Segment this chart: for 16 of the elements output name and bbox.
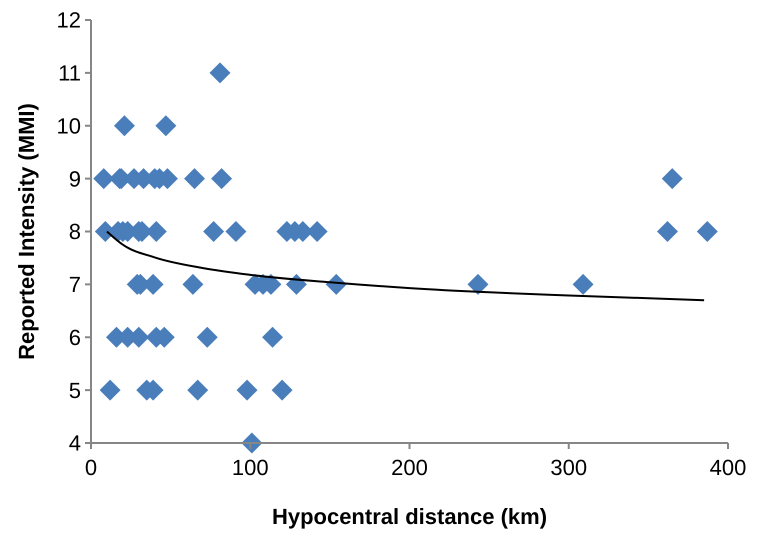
x-tick-label: 0 (84, 455, 98, 480)
y-tick-label: 8 (68, 219, 81, 244)
y-tick-label: 6 (68, 324, 81, 350)
y-tick-label: 7 (68, 272, 81, 298)
y-tick-label: 4 (68, 430, 81, 456)
y-tick-label: 11 (58, 60, 81, 86)
y-tick-label: 9 (68, 166, 81, 192)
y-tick-label: 10 (56, 113, 81, 138)
y-tick-label: 5 (68, 378, 81, 403)
x-axis-title: Hypocentral distance (km) (272, 504, 548, 529)
x-tick-label: 300 (550, 455, 588, 480)
y-axis-title: Reported Intensity (MMI) (14, 103, 39, 360)
x-tick-label: 400 (710, 455, 746, 480)
x-tick-label: 200 (391, 455, 428, 480)
y-tick-label: 12 (56, 8, 81, 33)
x-tick-label: 100 (232, 455, 269, 480)
